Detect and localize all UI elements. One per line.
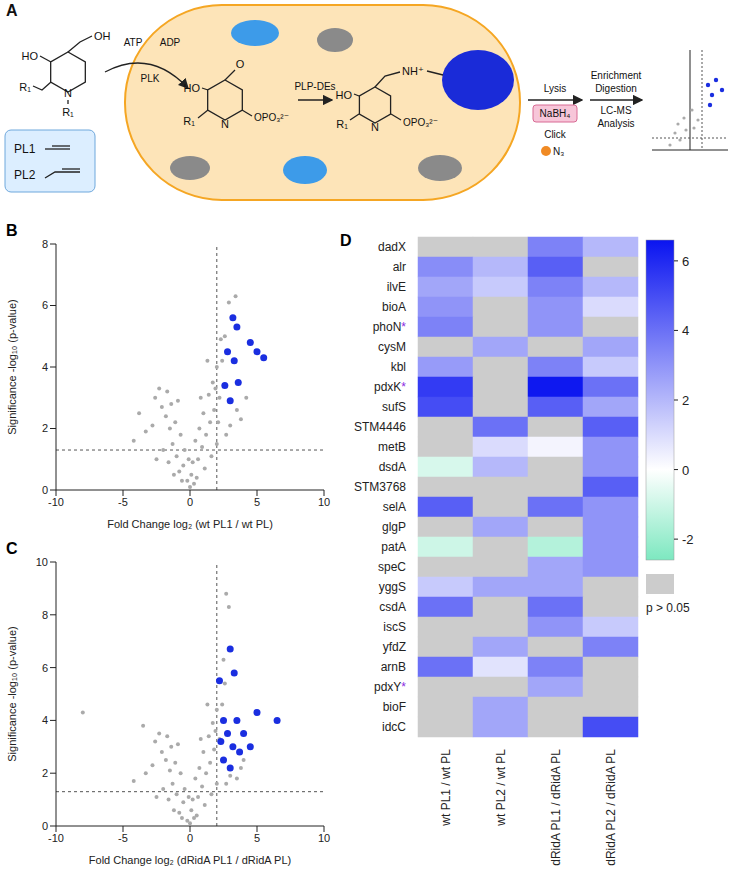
- svg-text:idcC: idcC: [382, 720, 406, 734]
- svg-text:4: 4: [682, 323, 689, 338]
- svg-text:Fold Change log₂ (dRidA PL1 /: Fold Change log₂ (dRidA PL1 / dRidA PL): [89, 854, 291, 866]
- svg-text:0: 0: [187, 496, 193, 508]
- svg-text:N: N: [221, 118, 229, 130]
- svg-text:Digestion: Digestion: [595, 83, 637, 94]
- svg-text:8: 8: [42, 238, 48, 250]
- svg-text:0: 0: [187, 832, 193, 844]
- svg-text:5: 5: [254, 496, 260, 508]
- svg-text:STM3768: STM3768: [354, 480, 406, 494]
- svg-text:OPO₃²⁻: OPO₃²⁻: [254, 112, 289, 123]
- svg-text:NaBH₄: NaBH₄: [540, 108, 571, 119]
- svg-text:Fold Change log₂ (wt PL1 / wt: Fold Change log₂ (wt PL1 / wt PL): [107, 518, 273, 530]
- svg-text:R₁: R₁: [62, 106, 74, 118]
- svg-text:OH: OH: [94, 30, 111, 42]
- svg-text:dadX: dadX: [378, 240, 406, 254]
- svg-text:Significance -log₁₀ (p-value): Significance -log₁₀ (p-value): [6, 299, 18, 434]
- svg-text:kbl: kbl: [391, 360, 406, 374]
- svg-text:sufS: sufS: [382, 400, 406, 414]
- svg-text:dsdA: dsdA: [379, 460, 406, 474]
- svg-text:HO: HO: [22, 50, 39, 62]
- svg-text:0: 0: [42, 820, 48, 832]
- svg-text:Click: Click: [544, 129, 567, 140]
- svg-text:4: 4: [42, 714, 48, 726]
- svg-text:dRidA PL1 / dRidA PL: dRidA PL1 / dRidA PL: [549, 749, 563, 866]
- svg-text:6: 6: [682, 254, 689, 269]
- svg-text:PL2: PL2: [14, 168, 36, 182]
- svg-text:R₁: R₁: [19, 81, 31, 93]
- svg-text:HO: HO: [184, 82, 201, 94]
- svg-text:HO: HO: [336, 89, 353, 101]
- html-text:D: D: [340, 232, 352, 249]
- svg-text:Significance -log₁₀ (p-value): Significance -log₁₀ (p-value): [6, 626, 18, 761]
- html-text:B: B: [6, 222, 18, 239]
- svg-text:PL1: PL1: [14, 142, 36, 156]
- svg-text:6: 6: [42, 299, 48, 311]
- html-text:C: C: [6, 540, 18, 557]
- svg-text:8: 8: [42, 609, 48, 621]
- svg-text:pdxK*: pdxK*: [374, 380, 406, 394]
- svg-text:PLK: PLK: [141, 73, 160, 84]
- svg-text:0: 0: [42, 484, 48, 496]
- svg-text:2: 2: [682, 393, 689, 408]
- svg-text:csdA: csdA: [379, 600, 406, 614]
- svg-text:bioA: bioA: [382, 300, 406, 314]
- svg-text:phoN*: phoN*: [373, 320, 407, 334]
- svg-text:Enrichment: Enrichment: [591, 70, 642, 81]
- svg-text:wt PL2 / wt PL: wt PL2 / wt PL: [494, 749, 508, 827]
- svg-text:N: N: [64, 87, 72, 99]
- svg-text:alr: alr: [393, 260, 406, 274]
- svg-text:-5: -5: [118, 496, 128, 508]
- svg-text:2: 2: [42, 767, 48, 779]
- svg-text:yggS: yggS: [379, 580, 406, 594]
- svg-text:bioF: bioF: [383, 700, 406, 714]
- svg-text:-10: -10: [48, 832, 64, 844]
- svg-text:0: 0: [682, 463, 689, 478]
- svg-text:ilvE: ilvE: [387, 280, 406, 294]
- svg-text:10: 10: [318, 496, 330, 508]
- svg-text:pdxY*: pdxY*: [374, 680, 406, 694]
- svg-text:NH⁺: NH⁺: [402, 65, 424, 77]
- svg-text:ADP: ADP: [160, 37, 181, 48]
- svg-text:N₃: N₃: [553, 146, 564, 157]
- svg-text:Analysis: Analysis: [597, 118, 634, 129]
- svg-text:A: A: [6, 2, 18, 19]
- svg-text:STM4446: STM4446: [354, 420, 406, 434]
- svg-text:O: O: [236, 58, 245, 70]
- svg-text:ATP: ATP: [124, 37, 143, 48]
- svg-text:OPO₃²⁻: OPO₃²⁻: [403, 117, 438, 128]
- svg-text:10: 10: [318, 832, 330, 844]
- svg-text:2: 2: [42, 422, 48, 434]
- svg-text:6: 6: [42, 662, 48, 674]
- svg-text:yfdZ: yfdZ: [383, 640, 406, 654]
- svg-text:metB: metB: [378, 440, 406, 454]
- svg-text:glgP: glgP: [382, 520, 406, 534]
- svg-text:PLP-DEs: PLP-DEs: [294, 81, 335, 92]
- svg-text:R₁: R₁: [336, 118, 348, 130]
- svg-text:selA: selA: [383, 500, 406, 514]
- svg-text:-5: -5: [118, 832, 128, 844]
- svg-text:10: 10: [36, 556, 48, 568]
- svg-text:cysM: cysM: [378, 340, 406, 354]
- svg-text:-2: -2: [682, 532, 694, 547]
- svg-text:Lysis: Lysis: [544, 83, 566, 94]
- svg-text:-10: -10: [48, 496, 64, 508]
- svg-text:wt PL1 / wt PL: wt PL1 / wt PL: [439, 749, 453, 827]
- svg-text:patA: patA: [381, 540, 406, 554]
- svg-text:speC: speC: [378, 560, 406, 574]
- svg-text:4: 4: [42, 361, 48, 373]
- svg-text:LC-MS: LC-MS: [600, 105, 631, 116]
- svg-text:iscS: iscS: [383, 620, 406, 634]
- svg-text:5: 5: [254, 832, 260, 844]
- svg-text:p > 0.05: p > 0.05: [646, 601, 690, 615]
- svg-text:R₁: R₁: [183, 115, 195, 127]
- svg-text:arnB: arnB: [381, 660, 406, 674]
- svg-text:dRidA PL2 / dRidA PL: dRidA PL2 / dRidA PL: [604, 749, 618, 866]
- svg-text:N: N: [371, 121, 379, 133]
